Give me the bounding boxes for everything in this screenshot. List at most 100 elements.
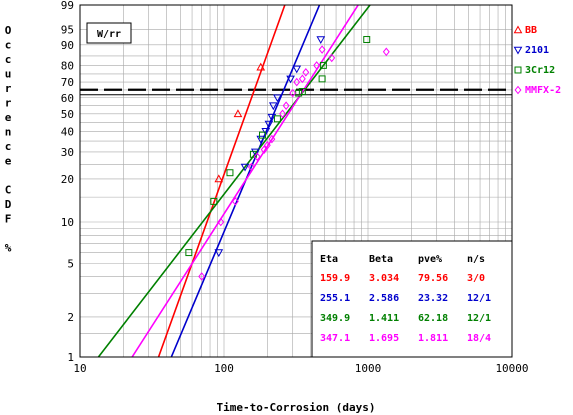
- y-tick-label: 90: [61, 39, 74, 52]
- y-axis-ticks: 1 2 5 10 20 30 40 50 60 70 80 90 95 99: [61, 0, 74, 364]
- legend-marker-3cr12: [514, 66, 522, 74]
- data-point-mmfx-2: [268, 134, 276, 144]
- legend: BB 2101 3Cr12 MMFX-2: [513, 25, 561, 96]
- y-axis-title-char: %: [5, 242, 12, 255]
- legend-label-bb: BB: [525, 25, 537, 36]
- data-point-3cr12: [298, 88, 306, 95]
- data-point-mmfx-2: [298, 74, 306, 84]
- fit-lines: [97, 5, 371, 357]
- data-point-2101: [292, 65, 302, 74]
- y-tick-label: 95: [61, 24, 74, 37]
- data-point-2101: [286, 75, 295, 84]
- y-axis-title-char: c: [5, 39, 12, 52]
- data-point-2101: [214, 249, 224, 258]
- y-tick-label: 10: [61, 216, 74, 229]
- table-cell: 349.9: [320, 313, 350, 324]
- y-tick-label: 80: [61, 59, 74, 72]
- y-axis-title-char: c: [5, 140, 12, 153]
- y-tick-label: 60: [61, 92, 74, 105]
- y-axis-title-char: F: [5, 213, 12, 226]
- data-point-mmfx-2: [247, 162, 255, 172]
- y-axis-title-char: C: [5, 184, 12, 197]
- y-axis-title-char: e: [5, 155, 12, 168]
- data-point-mmfx-2: [263, 141, 271, 150]
- y-axis-title-char: n: [5, 126, 12, 139]
- data-point-bb: [256, 62, 266, 71]
- y-axis-title-char: D: [5, 198, 12, 211]
- x-axis-title: Time-to-Corrosion (days): [217, 401, 376, 414]
- table-cell: 1.411: [369, 313, 399, 324]
- data-point-2101: [264, 120, 274, 129]
- legend-label-2101: 2101: [525, 45, 549, 56]
- table-cell: 79.56: [418, 273, 448, 284]
- x-tick-label: 1000: [355, 362, 382, 375]
- table-cell: 2.586: [369, 293, 399, 304]
- fit-line-3cr12: [97, 5, 371, 357]
- y-axis-title-char: u: [5, 68, 12, 81]
- data-point-mmfx-2: [293, 77, 301, 87]
- legend-label-3cr12: 3Cr12: [525, 65, 555, 76]
- data-point-bb: [214, 174, 224, 183]
- y-axis-title-char: e: [5, 111, 12, 124]
- plot-frame: [79, 4, 513, 358]
- data-point-2101: [250, 148, 260, 157]
- legend-marker-2101: [513, 46, 523, 55]
- y-axis-title-char: r: [5, 82, 12, 95]
- data-point-mmfx-2: [302, 68, 310, 77]
- data-point-3cr12: [273, 115, 281, 123]
- table-header: Eta: [320, 254, 338, 265]
- method-label: W/rr: [97, 29, 121, 40]
- y-tick-label: 70: [61, 76, 74, 89]
- table-cell: 1.811: [418, 333, 448, 344]
- data-point-3cr12: [210, 197, 218, 205]
- data-point-2101: [268, 102, 278, 111]
- table-cell: 12/1: [467, 313, 491, 324]
- table-cell: 3.034: [369, 273, 399, 284]
- data-point-2101: [256, 135, 266, 144]
- data-points: [185, 36, 390, 281]
- data-point-mmfx-2: [289, 88, 297, 98]
- table-cell: 347.1: [320, 333, 350, 344]
- table-cell: 12/1: [467, 293, 491, 304]
- data-point-mmfx-2: [260, 145, 268, 154]
- data-point-3cr12: [319, 61, 327, 69]
- y-tick-label: 30: [61, 146, 74, 159]
- table-header: Beta: [369, 254, 393, 265]
- x-tick-label: 10000: [495, 362, 528, 375]
- data-point-3cr12: [258, 131, 266, 139]
- data-point-bb: [233, 109, 243, 118]
- table-cell: 3/0: [467, 273, 485, 284]
- table-header: pve%: [418, 254, 442, 265]
- method-box: W/rr: [86, 22, 132, 44]
- data-point-3cr12: [363, 36, 371, 43]
- data-point-mmfx-2: [318, 45, 326, 54]
- x-tick-label: 100: [214, 362, 234, 375]
- data-point-mmfx-2: [198, 272, 206, 281]
- data-point-mmfx-2: [382, 47, 390, 57]
- data-point-mmfx-2: [279, 109, 286, 119]
- y-tick-label: 40: [61, 125, 74, 138]
- data-point-mmfx-2: [313, 61, 321, 70]
- y-tick-label: 99: [61, 0, 74, 12]
- data-point-3cr12: [318, 75, 326, 83]
- x-tick-label: 10: [73, 362, 86, 375]
- legend-marker-bb: [513, 25, 523, 34]
- data-point-2101: [316, 36, 326, 45]
- table-header: n/s: [467, 254, 485, 265]
- data-point-2101: [267, 113, 277, 122]
- y-tick-label: 2: [67, 311, 74, 324]
- data-point-mmfx-2: [231, 197, 239, 206]
- y-axis-title-char: r: [5, 97, 12, 110]
- data-point-3cr12: [185, 249, 193, 257]
- data-point-mmfx-2: [282, 101, 290, 110]
- y-tick-label: 1: [67, 351, 74, 364]
- legend-marker-mmfx-2: [514, 85, 522, 95]
- table-cell: 62.18: [418, 313, 448, 324]
- data-point-mmfx-2: [253, 152, 261, 161]
- y-axis-title-char: c: [5, 53, 12, 66]
- legend-label-mmfx-2: MMFX-2: [525, 85, 561, 96]
- data-point-2101: [273, 94, 282, 103]
- table-cell: 1.695: [369, 333, 399, 344]
